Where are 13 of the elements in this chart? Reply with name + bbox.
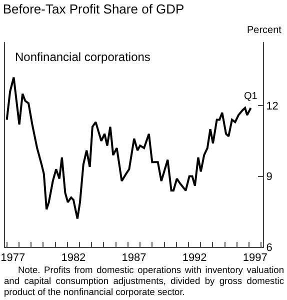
x-tick-label: 1992: [182, 252, 207, 264]
x-tick-label: 1987: [122, 252, 146, 264]
chart-title: Before-Tax Profit Share of GDP: [2, 2, 184, 17]
y-tick-label: 6: [266, 242, 272, 254]
x-tick-label: 1982: [61, 252, 86, 264]
text: Note. Profits from domestic operations with inventory valuation and capital consumption adjustments, divided by gross domestic product of the nonfinancial corporate sector.: [4, 265, 284, 298]
annotation: Q1: [244, 91, 258, 102]
y-axis-title: Percent: [247, 25, 282, 36]
y-tick-label: 12: [266, 100, 278, 112]
y-tick-label: 9: [266, 171, 272, 184]
x-tick-label: 1977: [0, 252, 26, 264]
x-tick-label: 1997: [242, 252, 268, 264]
text: Nonfinancial corporations: [15, 50, 150, 64]
